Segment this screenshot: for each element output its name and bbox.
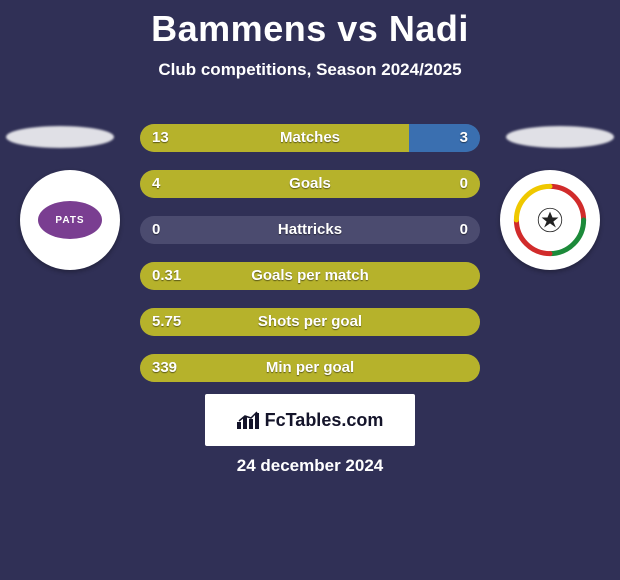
- player-left-name: Bammens: [151, 8, 327, 49]
- badge-shadow-left: [6, 126, 114, 148]
- club-badge-right-logo: [508, 178, 592, 262]
- comparison-card: Bammens vs Nadi Club competitions, Seaso…: [0, 0, 620, 580]
- stat-row: 339Min per goal: [140, 354, 480, 382]
- fctables-badge[interactable]: FcTables.com: [205, 394, 415, 446]
- stat-label: Hattricks: [140, 216, 480, 244]
- stat-row: 00Hattricks: [140, 216, 480, 244]
- club-badge-left-text: PATS: [55, 215, 84, 226]
- badge-shadow-right: [506, 126, 614, 148]
- stat-label: Min per goal: [140, 354, 480, 382]
- fctables-label: FcTables.com: [265, 410, 384, 431]
- club-badge-left: PATS: [20, 170, 120, 270]
- stat-row: 133Matches: [140, 124, 480, 152]
- page-title: Bammens vs Nadi: [0, 0, 620, 50]
- stat-label: Goals: [140, 170, 480, 198]
- stat-row: 40Goals: [140, 170, 480, 198]
- club-badge-right: [500, 170, 600, 270]
- subtitle: Club competitions, Season 2024/2025: [0, 60, 620, 80]
- stat-label: Goals per match: [140, 262, 480, 290]
- chart-icon: [237, 411, 259, 429]
- title-vs: vs: [337, 8, 378, 49]
- date-label: 24 december 2024: [0, 456, 620, 476]
- stat-label: Shots per goal: [140, 308, 480, 336]
- player-right-name: Nadi: [389, 8, 469, 49]
- stats-rows: 133Matches 40Goals 00Hattricks 0.31Goals pe…: [140, 124, 480, 400]
- club-badge-left-logo: PATS: [38, 201, 102, 239]
- stat-row: 0.31Goals per match: [140, 262, 480, 290]
- stat-row: 5.75Shots per goal: [140, 308, 480, 336]
- stat-label: Matches: [140, 124, 480, 152]
